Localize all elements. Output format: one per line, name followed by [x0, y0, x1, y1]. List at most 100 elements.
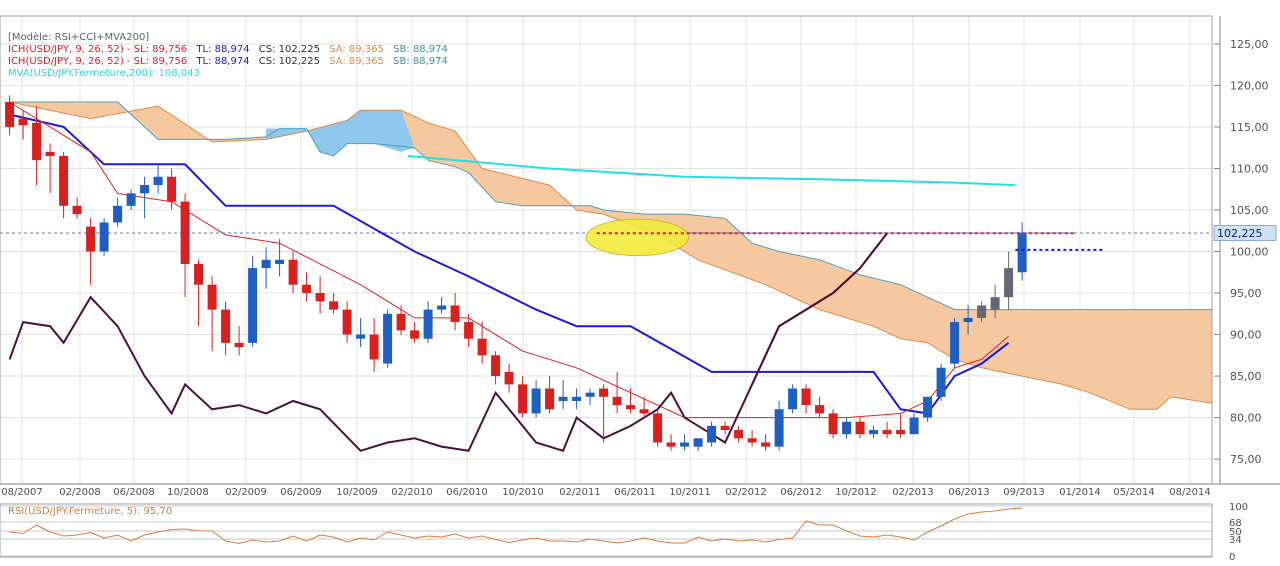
candle-body	[747, 438, 757, 443]
candle-body	[572, 396, 582, 401]
candle-body	[423, 309, 433, 339]
candle	[396, 305, 406, 335]
candle	[491, 351, 501, 385]
candle	[990, 284, 1000, 318]
candle	[315, 276, 325, 314]
candle-body	[828, 413, 838, 435]
candle	[612, 371, 622, 414]
candle-body	[693, 438, 703, 447]
candle	[963, 305, 973, 335]
candle-body	[680, 442, 690, 447]
candle	[882, 421, 892, 439]
candle	[585, 388, 595, 406]
candle-body	[491, 355, 501, 377]
x-tick-label: 06/2011	[614, 487, 656, 498]
candle-body	[396, 313, 406, 331]
candle	[801, 384, 811, 414]
candle	[653, 409, 663, 447]
y-tick-label: 85,00	[1230, 370, 1262, 383]
candle-body	[909, 417, 919, 435]
candle-body	[774, 409, 784, 447]
candle-body	[882, 430, 892, 435]
candle-body	[869, 430, 879, 435]
candle-body	[450, 305, 460, 323]
candle	[828, 409, 838, 439]
candle-body	[248, 268, 258, 343]
candle	[261, 247, 271, 289]
y-tick-label: 90,00	[1230, 329, 1262, 342]
candle	[545, 376, 555, 414]
y-tick-label: 95,00	[1230, 287, 1262, 300]
candle	[464, 313, 474, 347]
y-tick-label: 125,00	[1230, 38, 1269, 51]
y-tick-label: 115,00	[1230, 121, 1269, 134]
candle-body	[464, 322, 474, 339]
candle-body	[437, 305, 447, 310]
candle	[531, 380, 541, 418]
candle-body	[545, 388, 555, 410]
candle-body	[5, 102, 15, 127]
x-tick-label: 02/2013	[892, 487, 934, 498]
candle	[504, 363, 514, 393]
candle	[774, 400, 784, 451]
candle-body	[720, 425, 730, 431]
legend-ich-1: ICH(USD/JPY, 9, 26, 52) - SL: 89,756 TL:…	[8, 44, 448, 55]
ichimoku-cloud	[9, 101, 1212, 410]
candle	[572, 388, 582, 410]
candle-body	[801, 388, 811, 406]
candle-body	[626, 405, 636, 410]
candle	[477, 322, 487, 364]
candle	[639, 396, 649, 418]
candle-body	[113, 205, 123, 223]
candle	[180, 193, 190, 298]
candle	[113, 197, 123, 227]
candle-body	[180, 201, 190, 264]
candle	[437, 297, 447, 314]
candle	[707, 421, 717, 447]
x-tick-label: 02/2009	[225, 487, 267, 498]
candle-body	[531, 388, 541, 414]
candle-body	[504, 371, 514, 385]
candle-body	[950, 322, 960, 364]
candle	[909, 413, 919, 435]
senkou-span-b-line	[9, 101, 1212, 311]
senkou-span-a-line	[9, 101, 1212, 410]
candle	[207, 276, 217, 352]
x-tick-label: 09/2013	[1003, 487, 1045, 498]
candle-body	[896, 430, 906, 435]
rsi-tick-label: 50	[1229, 527, 1242, 538]
candle-body	[86, 226, 96, 252]
candles	[5, 95, 1027, 451]
candle	[936, 363, 946, 401]
last-price-label: 102,225	[1217, 227, 1263, 240]
candle	[734, 425, 744, 443]
candle-body	[666, 442, 676, 447]
candle	[666, 434, 676, 451]
x-tick-label: 06/2010	[446, 487, 488, 498]
candle	[410, 322, 420, 343]
candle-body	[815, 405, 825, 414]
x-tick-label: 02/2011	[559, 487, 601, 498]
candle-body	[140, 185, 150, 194]
candle-body	[302, 284, 312, 294]
candle	[599, 384, 609, 443]
candle	[720, 421, 730, 435]
candle-body	[842, 421, 852, 435]
candle	[221, 301, 231, 356]
candle	[126, 189, 136, 210]
y-tick-label: 120,00	[1230, 79, 1269, 92]
candle-body	[261, 259, 271, 269]
candle	[86, 218, 96, 285]
candle	[275, 239, 285, 277]
candle-body	[518, 384, 528, 414]
candle-body	[855, 421, 865, 435]
candle-body	[410, 330, 420, 339]
legend-ich-2: ICH(USD/JPY, 9, 26, 52) - SL: 89,756 TL:…	[8, 56, 448, 67]
y-tick-label: 105,00	[1230, 204, 1269, 217]
candle-body	[18, 118, 28, 126]
candle-body	[558, 396, 568, 401]
candle-body	[734, 430, 744, 439]
chikou-span-line	[8, 232, 888, 453]
